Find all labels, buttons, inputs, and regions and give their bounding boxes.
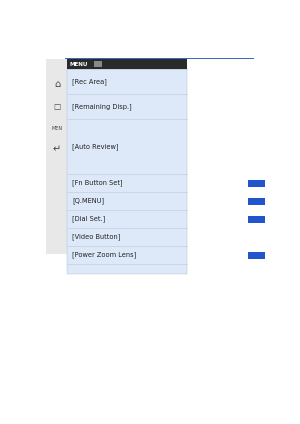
Text: MENU: MENU xyxy=(70,61,88,67)
Text: [Dial Set.]: [Dial Set.] xyxy=(72,216,105,222)
Text: [Video Button]: [Video Button] xyxy=(72,234,120,240)
Bar xyxy=(67,59,187,69)
Text: [Auto Review]: [Auto Review] xyxy=(72,143,118,150)
Bar xyxy=(67,69,187,274)
Text: MEN: MEN xyxy=(51,126,63,131)
Bar xyxy=(248,180,265,187)
Text: □: □ xyxy=(53,103,61,112)
Text: [Remaining Disp.]: [Remaining Disp.] xyxy=(72,103,132,110)
Bar xyxy=(248,216,265,223)
Bar xyxy=(46,59,68,254)
Text: ↵: ↵ xyxy=(53,144,61,154)
Bar xyxy=(94,61,102,67)
Bar xyxy=(248,252,265,259)
Text: [Power Zoom Lens]: [Power Zoom Lens] xyxy=(72,251,136,258)
Text: ⌂: ⌂ xyxy=(54,79,60,89)
Text: [Fn Button Set]: [Fn Button Set] xyxy=(72,180,123,187)
Text: [Rec Area]: [Rec Area] xyxy=(72,78,107,85)
Text: [Q.MENU]: [Q.MENU] xyxy=(72,198,104,204)
Bar xyxy=(248,198,265,205)
